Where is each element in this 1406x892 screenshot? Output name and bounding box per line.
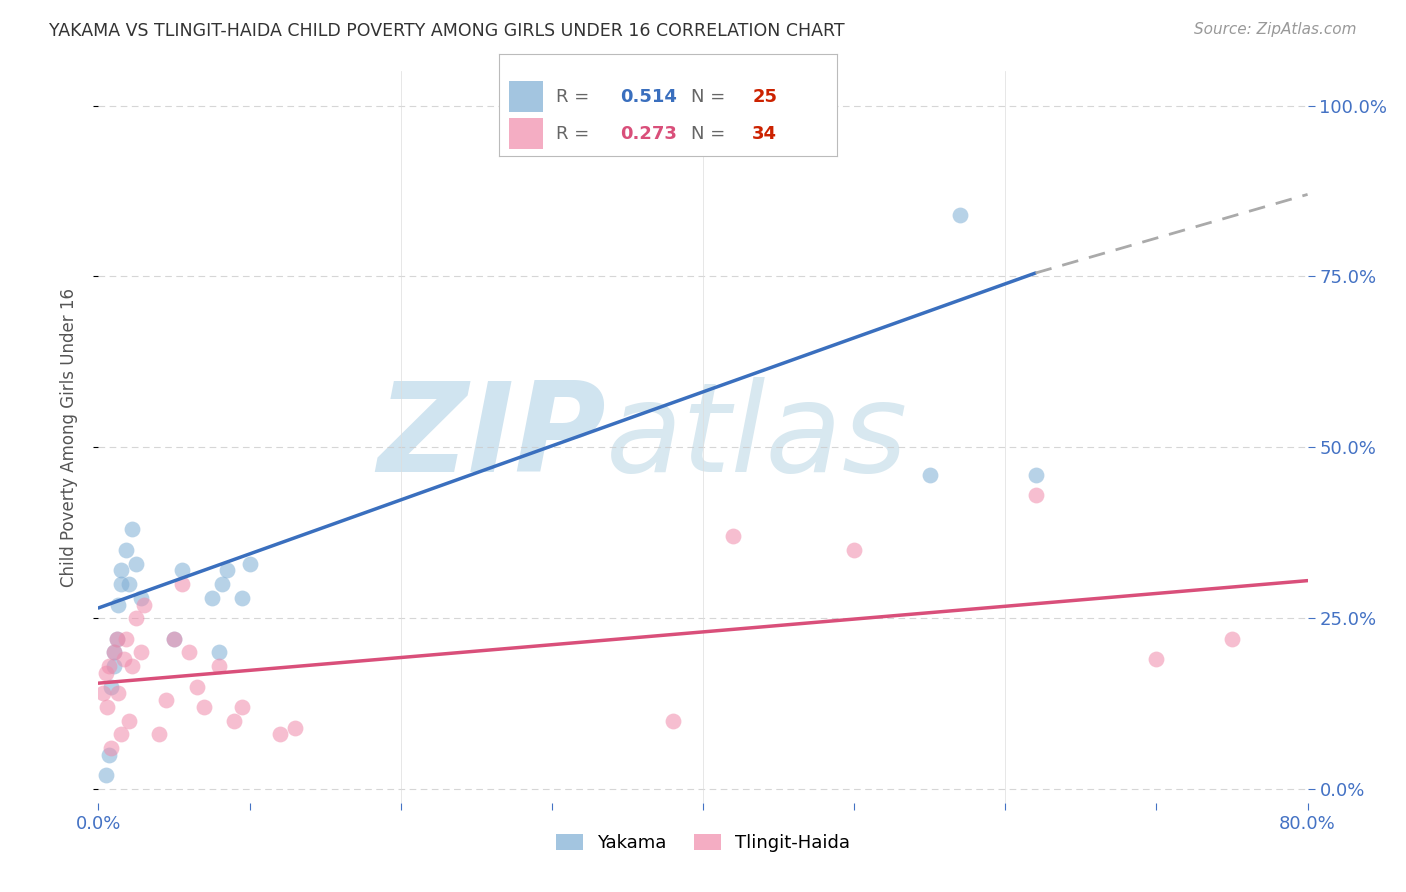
Point	[170, 563, 193, 577]
Point	[179, 645, 201, 659]
Point	[129, 591, 152, 605]
Point	[114, 632, 136, 646]
Text: N =: N =	[692, 87, 731, 105]
Point	[148, 727, 170, 741]
Text: ZIP: ZIP	[378, 376, 606, 498]
Point	[105, 632, 128, 646]
Point	[98, 659, 121, 673]
Point	[107, 686, 129, 700]
Point	[114, 542, 136, 557]
Point	[100, 741, 122, 756]
Point	[100, 680, 122, 694]
Point	[103, 645, 125, 659]
Point	[105, 632, 128, 646]
Point	[211, 577, 233, 591]
Point	[163, 632, 186, 646]
Point	[129, 645, 152, 659]
Point	[103, 645, 125, 659]
Point	[1024, 488, 1046, 502]
Point	[110, 577, 132, 591]
Point	[193, 700, 215, 714]
Point	[284, 721, 307, 735]
Bar	[509, 81, 543, 112]
Text: atlas: atlas	[606, 376, 908, 498]
Point	[844, 542, 866, 557]
Point	[94, 768, 117, 782]
Legend: Yakama, Tlingit-Haida: Yakama, Tlingit-Haida	[548, 827, 858, 860]
Point	[224, 714, 246, 728]
Point	[132, 598, 155, 612]
Point	[208, 645, 231, 659]
Text: N =: N =	[692, 125, 731, 143]
Point	[231, 700, 253, 714]
Point	[118, 714, 141, 728]
Point	[107, 598, 129, 612]
Point	[231, 591, 253, 605]
Text: 25: 25	[752, 87, 778, 105]
Point	[918, 467, 941, 482]
Text: Source: ZipAtlas.com: Source: ZipAtlas.com	[1194, 22, 1357, 37]
Text: R =: R =	[557, 87, 596, 105]
Point	[94, 665, 117, 680]
Point	[155, 693, 177, 707]
Point	[110, 563, 132, 577]
Point	[121, 659, 143, 673]
Point	[1144, 652, 1167, 666]
Point	[1220, 632, 1243, 646]
Point	[118, 577, 141, 591]
Y-axis label: Child Poverty Among Girls Under 16: Child Poverty Among Girls Under 16	[59, 287, 77, 587]
Point	[103, 659, 125, 673]
Point	[98, 747, 121, 762]
Point	[1024, 467, 1046, 482]
Point	[96, 700, 118, 714]
Point	[661, 714, 683, 728]
Point	[239, 557, 262, 571]
Point	[201, 591, 224, 605]
Text: R =: R =	[557, 125, 596, 143]
Point	[91, 686, 114, 700]
Point	[186, 680, 208, 694]
Point	[269, 727, 291, 741]
Point	[125, 611, 148, 625]
Point	[125, 557, 148, 571]
Point	[949, 208, 972, 222]
Point	[121, 522, 143, 536]
Point	[163, 632, 186, 646]
Text: YAKAMA VS TLINGIT-HAIDA CHILD POVERTY AMONG GIRLS UNDER 16 CORRELATION CHART: YAKAMA VS TLINGIT-HAIDA CHILD POVERTY AM…	[49, 22, 845, 40]
Point	[208, 659, 231, 673]
Bar	[509, 118, 543, 149]
Point	[723, 529, 745, 543]
Point	[215, 563, 238, 577]
Text: 34: 34	[752, 125, 778, 143]
Point	[170, 577, 193, 591]
Text: 0.273: 0.273	[620, 125, 678, 143]
Point	[112, 652, 135, 666]
Text: 0.514: 0.514	[620, 87, 678, 105]
Point	[110, 727, 132, 741]
